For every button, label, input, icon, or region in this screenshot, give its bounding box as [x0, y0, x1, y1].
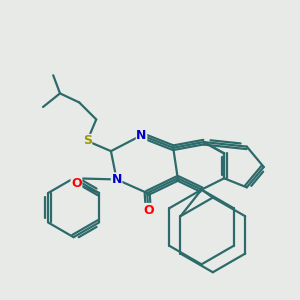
- Text: S: S: [83, 134, 92, 147]
- Text: N: N: [111, 173, 122, 186]
- Text: O: O: [71, 178, 82, 190]
- Text: N: N: [136, 129, 147, 142]
- Text: O: O: [143, 203, 154, 217]
